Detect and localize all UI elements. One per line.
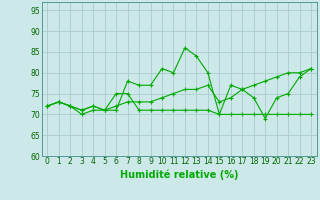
X-axis label: Humidité relative (%): Humidité relative (%) — [120, 169, 238, 180]
